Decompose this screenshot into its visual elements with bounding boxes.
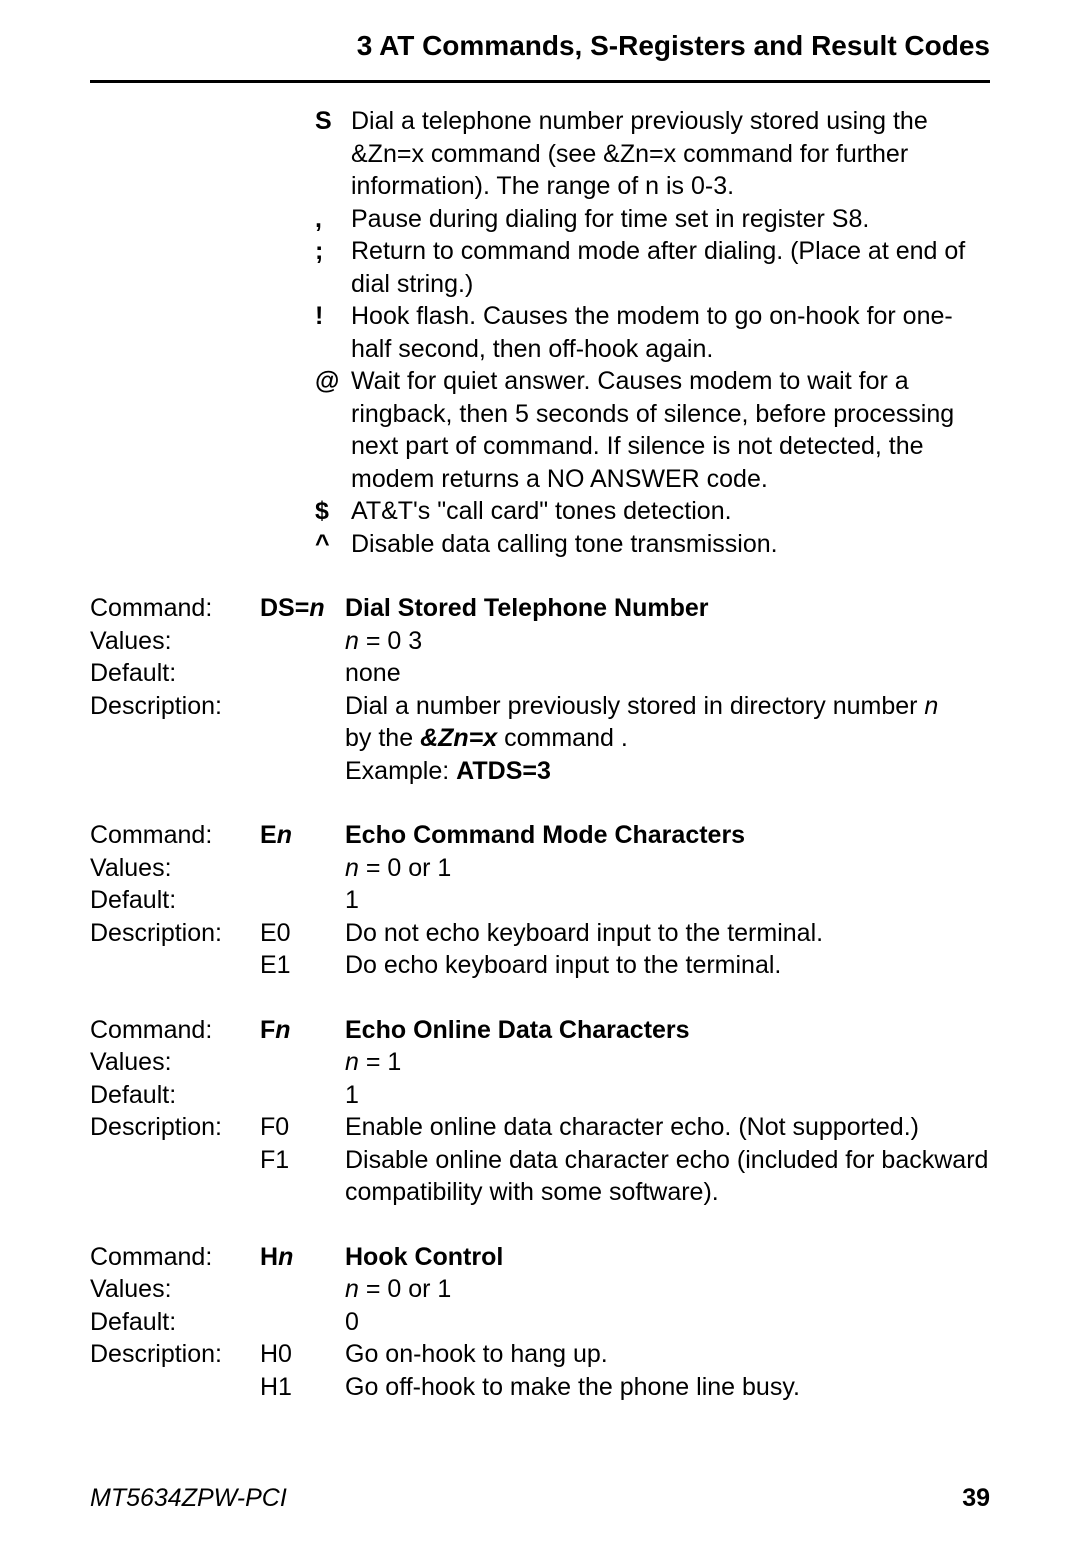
modifier-row: ^Disable data calling tone transmission. <box>315 528 990 561</box>
cmd-title: Dial Stored Telephone Number <box>345 592 990 625</box>
modifier-text: Return to command mode after dialing. (P… <box>345 235 990 300</box>
dial-modifiers-list: SDial a telephone number previously stor… <box>315 105 990 560</box>
sub-code: F0 <box>260 1111 345 1144</box>
cmd-default: 0 <box>345 1306 990 1339</box>
modifier-text: Hook flash. Causes the modem to go on-ho… <box>345 300 990 365</box>
label-default: Default: <box>90 657 260 690</box>
sub-desc: Do not echo keyboard input to the termin… <box>345 917 990 950</box>
modifier-symbol: @ <box>315 365 345 495</box>
page: 3 AT Commands, S-Registers and Result Co… <box>0 0 1080 1553</box>
command-block-e: Command: En Echo Command Mode Characters… <box>90 819 990 982</box>
modifier-row: SDial a telephone number previously stor… <box>315 105 990 203</box>
label-values: Values: <box>90 852 260 885</box>
label-command: Command: <box>90 1241 260 1274</box>
cmd-title: Echo Command Mode Characters <box>345 819 990 852</box>
cmd-title: Hook Control <box>345 1241 990 1274</box>
label-description: Description: <box>90 1338 260 1371</box>
cmd-code: Hn <box>260 1241 345 1274</box>
sub-desc: Do echo keyboard input to the terminal. <box>345 949 990 982</box>
modifier-row: ,Pause during dialing for time set in re… <box>315 203 990 236</box>
label-description: Description: <box>90 1111 260 1144</box>
modifier-symbol: S <box>315 105 345 203</box>
modifier-symbol: $ <box>315 495 345 528</box>
label-values: Values: <box>90 625 260 658</box>
label-description: Description: <box>90 690 260 723</box>
cmd-description: Dial a number previously stored in direc… <box>345 690 990 788</box>
sub-desc: Go off-hook to make the phone line busy. <box>345 1371 990 1404</box>
modifier-text: Disable data calling tone transmission. <box>345 528 990 561</box>
modifier-symbol: , <box>315 203 345 236</box>
modifier-symbol: ! <box>315 300 345 365</box>
label-default: Default: <box>90 1079 260 1112</box>
footer: MT5634ZPW-PCI 39 <box>90 1484 990 1513</box>
cmd-default: none <box>345 657 990 690</box>
modifier-symbol: ; <box>315 235 345 300</box>
modifier-row: ;Return to command mode after dialing. (… <box>315 235 990 300</box>
modifier-text: Dial a telephone number previously store… <box>345 105 990 203</box>
sub-code: F1 <box>260 1144 345 1177</box>
modifier-row: !Hook flash. Causes the modem to go on-h… <box>315 300 990 365</box>
cmd-values: n = 0 3 <box>345 625 990 658</box>
modifier-text: AT&T's "call card" tones detection. <box>345 495 990 528</box>
label-command: Command: <box>90 819 260 852</box>
footer-model: MT5634ZPW-PCI <box>90 1484 287 1513</box>
label-default: Default: <box>90 884 260 917</box>
sub-code: H0 <box>260 1338 345 1371</box>
cmd-default: 1 <box>345 884 990 917</box>
cmd-code: Fn <box>260 1014 345 1047</box>
sub-code: E1 <box>260 949 345 982</box>
sub-desc: Enable online data character echo. (Not … <box>345 1111 990 1144</box>
footer-page: 39 <box>962 1484 990 1513</box>
modifier-row: $AT&T's "call card" tones detection. <box>315 495 990 528</box>
sub-desc: Disable online data character echo (incl… <box>345 1144 990 1209</box>
command-block-ds: Command: DS=n Dial Stored Telephone Numb… <box>90 592 990 787</box>
cmd-values: n = 0 or 1 <box>345 852 990 885</box>
sub-code: E0 <box>260 917 345 950</box>
sub-desc: Go on-hook to hang up. <box>345 1338 990 1371</box>
divider <box>90 80 990 83</box>
cmd-code: En <box>260 819 345 852</box>
modifier-text: Pause during dialing for time set in reg… <box>345 203 990 236</box>
label-description: Description: <box>90 917 260 950</box>
modifier-row: @Wait for quiet answer. Causes modem to … <box>315 365 990 495</box>
cmd-default: 1 <box>345 1079 990 1112</box>
label-command: Command: <box>90 1014 260 1047</box>
modifier-symbol: ^ <box>315 528 345 561</box>
label-command: Command: <box>90 592 260 625</box>
sub-code: H1 <box>260 1371 345 1404</box>
cmd-title: Echo Online Data Characters <box>345 1014 990 1047</box>
cmd-code: DS=n <box>260 592 345 625</box>
cmd-values: n = 0 or 1 <box>345 1273 990 1306</box>
page-title: 3 AT Commands, S-Registers and Result Co… <box>90 30 990 62</box>
label-values: Values: <box>90 1046 260 1079</box>
command-block-f: Command: Fn Echo Online Data Characters … <box>90 1014 990 1209</box>
modifier-text: Wait for quiet answer. Causes modem to w… <box>345 365 990 495</box>
label-values: Values: <box>90 1273 260 1306</box>
label-default: Default: <box>90 1306 260 1339</box>
command-block-h: Command: Hn Hook Control Values: n = 0 o… <box>90 1241 990 1404</box>
cmd-values: n = 1 <box>345 1046 990 1079</box>
